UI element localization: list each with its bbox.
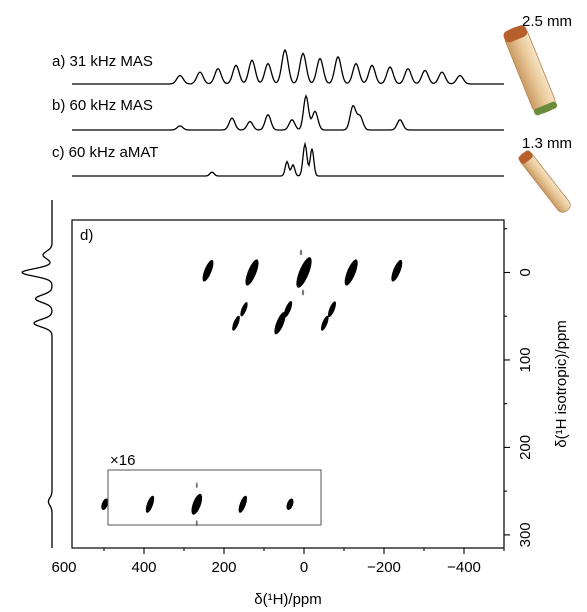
inset-peak bbox=[145, 495, 155, 513]
y-tick-label: 0 bbox=[517, 268, 534, 276]
cross-peak bbox=[296, 257, 312, 288]
inset-peak bbox=[238, 495, 247, 513]
spectrum-a-label: a) 31 kHz MAS bbox=[52, 53, 153, 70]
x-tick-label: 200 bbox=[211, 559, 236, 576]
cross-peak bbox=[283, 300, 293, 318]
x-tick-label: 400 bbox=[131, 559, 156, 576]
cross-peak bbox=[274, 312, 286, 335]
plot-frame bbox=[71, 219, 505, 549]
rotor-large bbox=[503, 25, 558, 116]
spectrum-a-trace bbox=[72, 48, 504, 85]
y-tick-label: 100 bbox=[517, 347, 534, 372]
inset-box bbox=[107, 469, 322, 526]
inset-label: ×16 bbox=[110, 452, 135, 469]
cross-peak bbox=[202, 259, 214, 282]
y-axis-label: δ(¹H isotropic)/ppm bbox=[553, 320, 570, 448]
inset-peak-satellite bbox=[195, 482, 198, 489]
cross-peak bbox=[245, 259, 259, 286]
inset-peak bbox=[191, 493, 203, 515]
panel-label: d) bbox=[80, 227, 93, 244]
peaks-layer bbox=[101, 249, 403, 527]
x-tick-label: −400 bbox=[447, 559, 481, 576]
rotor-small bbox=[518, 150, 571, 213]
spectrum-b-label: b) 60 kHz MAS bbox=[52, 97, 153, 114]
cross-peak bbox=[328, 301, 336, 318]
y-tick-label: 200 bbox=[517, 435, 534, 460]
rotor-large-label: 2.5 mm bbox=[522, 13, 572, 30]
f1-projection bbox=[21, 200, 53, 548]
y-axis: 0 100 200 300 bbox=[504, 228, 534, 547]
cross-peak bbox=[344, 259, 358, 286]
spectrum-c-label: c) 60 kHz aMAT bbox=[52, 144, 158, 161]
y-tick-label: 300 bbox=[517, 522, 534, 547]
cross-peak bbox=[232, 315, 240, 331]
rotor-small-label: 1.3 mm bbox=[522, 135, 572, 152]
cross-peak-satellite bbox=[299, 249, 303, 256]
x-axis-label: δ(¹H)/ppm bbox=[254, 591, 322, 608]
spectrum-c-trace bbox=[72, 141, 504, 177]
inset-peak bbox=[286, 498, 294, 510]
cross-peak-satellite bbox=[301, 289, 305, 296]
cross-peak bbox=[240, 302, 248, 317]
x-tick-label: 0 bbox=[300, 559, 308, 576]
x-tick-label: −200 bbox=[367, 559, 401, 576]
cross-peak bbox=[391, 259, 403, 282]
x-axis: 600 400 200 0 −200 −400 bbox=[51, 548, 505, 576]
cross-peak bbox=[320, 315, 329, 331]
inset-peak bbox=[101, 498, 109, 510]
spectrum-b-trace bbox=[72, 94, 504, 131]
x-tick-label: 600 bbox=[51, 559, 76, 576]
